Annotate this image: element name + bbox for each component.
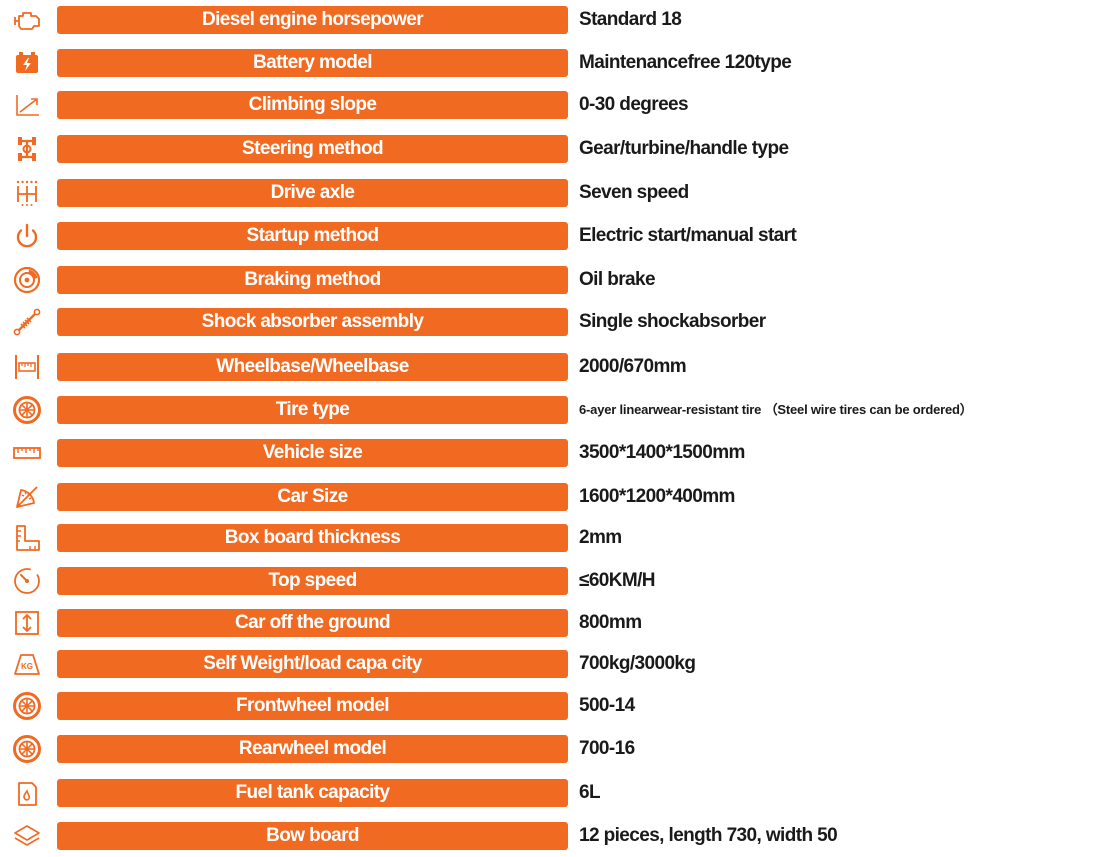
ruler-icon	[10, 437, 44, 469]
spec-value: 1600*1200*400mm	[579, 486, 735, 507]
brake-disc-icon	[10, 264, 44, 296]
spec-label: Self Weight/load capa city	[57, 650, 568, 678]
spec-row: Wheelbase/Wheelbase 2000/670mm	[0, 351, 1100, 383]
gear-shift-icon	[10, 177, 44, 209]
spec-value: 2000/670mm	[579, 356, 687, 377]
fuel-tank-icon	[10, 777, 44, 809]
spec-value: Oil brake	[579, 269, 656, 290]
spec-label: Steering method	[57, 135, 568, 163]
spec-label: Top speed	[57, 567, 568, 595]
spec-row: Vehicle size 3500*1400*1500mm	[0, 437, 1100, 469]
spec-row: Shock absorber assembly Single shockabsor…	[0, 306, 1100, 338]
spec-row: Diesel engine horsepower Standard 18	[0, 4, 1100, 36]
battery-icon	[10, 47, 44, 79]
height-icon	[10, 607, 44, 639]
steering-axle-icon	[10, 133, 44, 165]
spec-label: Climbing slope	[57, 91, 568, 119]
spec-value: ≤60KM/H	[579, 570, 656, 591]
spec-label: Frontwheel model	[57, 692, 568, 720]
spec-row: Steering method Gear/turbine/handle type	[0, 133, 1100, 165]
spec-value: 0-30 degrees	[579, 94, 689, 115]
spec-value: 2mm	[579, 527, 622, 548]
l-ruler-icon	[10, 522, 44, 554]
spec-label: Tire type	[57, 396, 568, 424]
spec-row: Tire type 6-ayer linearwear-resistant tir…	[0, 394, 1100, 426]
spec-label: Braking method	[57, 266, 568, 294]
spec-label: Car Size	[57, 483, 568, 511]
spec-row: Climbing slope 0-30 degrees	[0, 89, 1100, 121]
spec-value: 12 pieces, length 730, width 50	[579, 825, 838, 846]
spec-value: Electric start/manual start	[579, 225, 797, 246]
spec-value: 6-ayer linearwear-resistant tire （Steel …	[579, 402, 973, 417]
spec-row: Braking method Oil brake	[0, 264, 1100, 296]
layers-icon	[10, 820, 44, 852]
speedometer-icon	[10, 565, 44, 597]
spec-label: Rearwheel model	[57, 735, 568, 763]
protractor-icon	[10, 481, 44, 513]
spec-row: Top speed ≤60KM/H	[0, 565, 1100, 597]
spec-value: 800mm	[579, 612, 642, 633]
spec-row: Bow board 12 pieces, length 730, width 50	[0, 820, 1100, 852]
spec-label: Shock absorber assembly	[57, 308, 568, 336]
spec-value: Maintenancefree 120type	[579, 52, 792, 73]
spec-label: Box board thickness	[57, 524, 568, 552]
spec-row: Battery model Maintenancefree 120type	[0, 47, 1100, 79]
spec-label: Fuel tank capacity	[57, 779, 568, 807]
spec-value: Gear/turbine/handle type	[579, 138, 789, 159]
spec-value: 6L	[579, 782, 601, 803]
wheelbase-icon	[10, 351, 44, 383]
spec-row: Startup method Electric start/manual star…	[0, 220, 1100, 252]
spec-value: 700-16	[579, 738, 635, 759]
spec-row: Box board thickness 2mm	[0, 522, 1100, 554]
spec-row: Drive axle Seven speed	[0, 177, 1100, 209]
spec-label: Vehicle size	[57, 439, 568, 467]
spec-row: Rearwheel model 700-16	[0, 733, 1100, 765]
spec-label: Wheelbase/Wheelbase	[57, 353, 568, 381]
spec-label: Bow board	[57, 822, 568, 850]
spec-value: Standard 18	[579, 9, 682, 30]
spec-value: Single shockabsorber	[579, 311, 766, 332]
spec-value: Seven speed	[579, 182, 689, 203]
power-icon	[10, 220, 44, 252]
tire-icon	[10, 394, 44, 426]
shock-absorber-icon	[10, 306, 44, 338]
engine-icon	[10, 4, 44, 36]
spec-label: Diesel engine horsepower	[57, 6, 568, 34]
spec-row: Frontwheel model 500-14	[0, 690, 1100, 722]
spec-label: Startup method	[57, 222, 568, 250]
spec-label: Drive axle	[57, 179, 568, 207]
spec-row: Fuel tank capacity 6L	[0, 777, 1100, 809]
spec-row: Car off the ground 800mm	[0, 607, 1100, 639]
spec-row: Car Size 1600*1200*400mm	[0, 481, 1100, 513]
spec-value: 500-14	[579, 695, 635, 716]
spec-row: Self Weight/load capa city 700kg/3000kg	[0, 648, 1100, 680]
spec-label: Car off the ground	[57, 609, 568, 637]
tire-icon	[10, 690, 44, 722]
tire-icon	[10, 733, 44, 765]
weight-icon	[10, 648, 44, 680]
spec-value: 3500*1400*1500mm	[579, 442, 745, 463]
spec-value: 700kg/3000kg	[579, 653, 696, 674]
slope-icon	[10, 89, 44, 121]
spec-label: Battery model	[57, 49, 568, 77]
